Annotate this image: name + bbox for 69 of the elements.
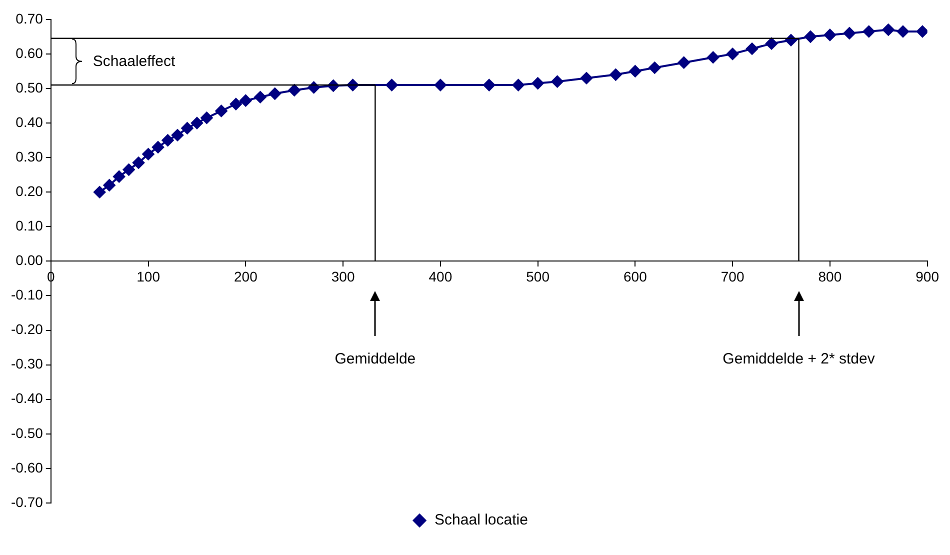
point xyxy=(551,76,564,88)
annotation: Schaaleffect xyxy=(92,52,176,70)
x-tick-label: 300 xyxy=(331,268,355,284)
point xyxy=(824,28,836,41)
point xyxy=(142,148,154,160)
point xyxy=(916,25,928,38)
y-tick-label: 0.20 xyxy=(16,182,44,199)
point xyxy=(746,42,758,55)
point xyxy=(103,179,116,192)
point xyxy=(804,30,816,43)
point xyxy=(862,25,875,38)
point xyxy=(190,117,203,130)
x-tick-label: 100 xyxy=(136,268,160,284)
point xyxy=(610,68,622,81)
point xyxy=(215,104,228,117)
point xyxy=(843,27,856,40)
point xyxy=(122,164,135,176)
point xyxy=(766,38,778,50)
point xyxy=(113,170,126,183)
x-tick-label: 500 xyxy=(526,268,550,284)
ref-line-label: Gemiddelde + 2* stdev xyxy=(722,350,876,368)
x-tick-label: 200 xyxy=(234,268,258,284)
x-tick-label: 600 xyxy=(624,268,648,284)
point xyxy=(132,156,145,169)
y-tick-label: 0.30 xyxy=(16,148,44,164)
x-tick-label: 400 xyxy=(428,268,452,284)
legend-label: Schaal locatie xyxy=(434,512,528,529)
point xyxy=(162,134,174,146)
y-tick-label: 0.10 xyxy=(16,218,44,234)
y-tick-label: -0.20 xyxy=(10,321,44,338)
ref-line-label: Gemiddelde xyxy=(334,350,416,368)
x-tick-label: 700 xyxy=(720,268,744,284)
y-tick-label: -0.30 xyxy=(10,356,44,372)
y-tick-label: 0.00 xyxy=(16,252,44,268)
point xyxy=(678,56,690,69)
point xyxy=(580,72,592,84)
point xyxy=(882,24,894,36)
point xyxy=(896,25,909,38)
point xyxy=(308,81,320,94)
point xyxy=(200,112,213,124)
point xyxy=(288,84,300,96)
point xyxy=(434,79,446,92)
point xyxy=(648,62,661,74)
point xyxy=(240,94,252,107)
point xyxy=(386,79,398,92)
point xyxy=(94,186,106,198)
x-tick-label: 800 xyxy=(818,268,842,284)
point xyxy=(172,129,184,142)
point xyxy=(629,65,642,78)
y-tick-label: -0.50 xyxy=(10,424,44,441)
y-tick-label: -0.10 xyxy=(10,286,44,303)
point xyxy=(181,122,194,134)
y-tick-label: 0.50 xyxy=(16,79,44,96)
y-tick-label: 0.70 xyxy=(16,10,44,26)
y-tick-label: -0.70 xyxy=(10,494,44,510)
point xyxy=(230,98,242,110)
y-tick-label: 0.60 xyxy=(16,44,44,61)
point xyxy=(707,51,720,64)
y-tick-label: -0.40 xyxy=(10,390,44,406)
point xyxy=(726,48,739,60)
point xyxy=(483,79,496,92)
point xyxy=(512,79,524,92)
point xyxy=(152,141,164,154)
point xyxy=(532,77,544,90)
y-tick-label: 0.40 xyxy=(16,114,44,130)
x-tick-label: 900 xyxy=(916,268,940,284)
y-tick-label: -0.60 xyxy=(10,459,44,476)
point xyxy=(254,91,266,104)
point xyxy=(268,88,281,100)
